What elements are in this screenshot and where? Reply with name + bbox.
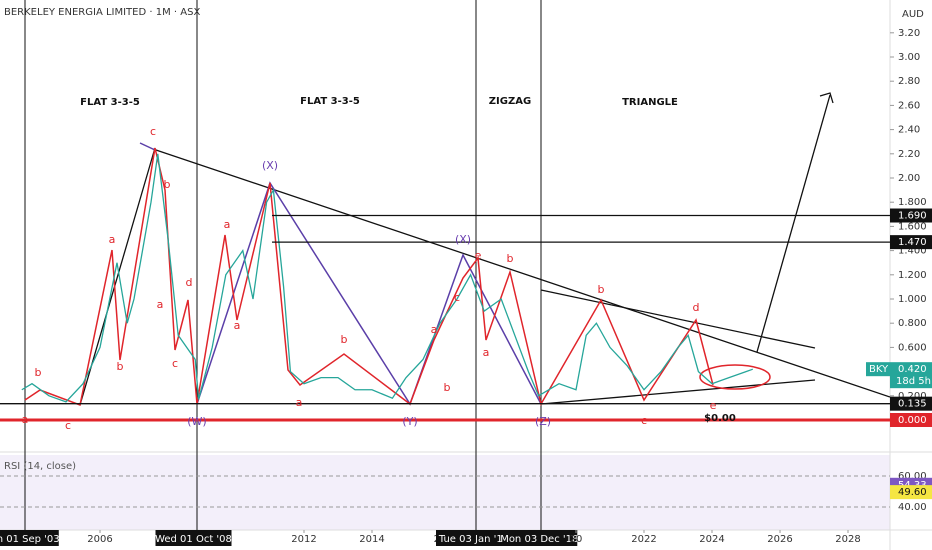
last-symbol: BKY — [869, 364, 889, 375]
price-tick-label: 2.20 — [898, 149, 920, 160]
time-label: 2012 — [291, 534, 316, 545]
wave-label: b — [341, 333, 348, 346]
rsi-tick-label: 60.00 — [898, 471, 927, 482]
price-tick-label: 1.200 — [898, 270, 927, 281]
rsi-ma-box — [890, 485, 932, 500]
time-label: 2014 — [359, 534, 384, 545]
time-box — [0, 530, 59, 546]
price-tick-label: 2.40 — [898, 125, 920, 136]
price-tick-label: 2.80 — [898, 76, 920, 87]
price-tick-label: 0.200 — [898, 391, 927, 402]
wave-label: e — [710, 399, 717, 412]
rsi-ma-label: 49.60 — [898, 487, 927, 498]
level-label: 1.690 — [898, 211, 927, 222]
wave-label: b — [35, 366, 42, 379]
last-box — [890, 362, 932, 389]
price-tick-label: 1.800 — [898, 197, 927, 208]
wave-label: a — [296, 396, 303, 409]
countdown: 18d 5h — [896, 376, 931, 387]
level-label: 1.470 — [898, 237, 927, 248]
wave-label: c — [150, 125, 156, 138]
time-label: 2024 — [699, 534, 724, 545]
price-tick-label: 2.60 — [898, 100, 920, 111]
price-tick-label: 3.20 — [898, 28, 920, 39]
rsi-title: RSI (14, close) — [4, 461, 76, 472]
price-tick-label: 0.600 — [898, 342, 927, 353]
target-note: $0.00 — [704, 413, 736, 424]
time-box — [436, 530, 512, 546]
wave-label: c — [641, 414, 647, 427]
wave-label: b — [507, 252, 514, 265]
price-tick-label: 1.000 — [898, 294, 927, 305]
wave-label: (W) — [187, 415, 206, 428]
wave-label: a — [431, 323, 438, 336]
time-label: Tue 03 Jan '17 — [438, 534, 509, 545]
highlight-ellipse — [699, 364, 771, 390]
currency: AUD — [902, 9, 924, 20]
last-label: 0.420 — [898, 364, 927, 375]
level-box — [890, 235, 932, 250]
price-tick-label: 0.800 — [898, 318, 927, 329]
level-box — [890, 413, 932, 427]
section-title: ZIGZAG — [489, 96, 531, 107]
wave-label: c — [65, 419, 71, 432]
price-tick-label: 3.00 — [898, 52, 920, 63]
wave-label: b — [444, 381, 451, 394]
time-label: 2026 — [767, 534, 792, 545]
time-label: Wed 01 Oct '08 — [155, 534, 232, 545]
wave-label: b — [117, 360, 124, 373]
wave-label: (X) — [262, 159, 278, 172]
wave-label: d — [186, 276, 193, 289]
wave-label: a — [109, 233, 116, 246]
time-label: 20 — [570, 534, 583, 545]
vertical-lines — [24, 0, 542, 530]
wave-label: (Y) — [402, 415, 417, 428]
wave-label: a — [224, 218, 231, 231]
price-line — [21, 153, 754, 403]
wave-label: a — [22, 413, 29, 426]
level-box — [890, 396, 932, 411]
time-label: 2022 — [631, 534, 656, 545]
section-title: FLAT 3-3-5 — [300, 96, 360, 107]
time-label: Mon 03 Dec '18 — [500, 534, 578, 545]
wave-label: (X) — [455, 233, 471, 246]
level-box — [890, 208, 932, 223]
price-tick-label: 1.400 — [898, 246, 927, 257]
level-label: 0.000 — [898, 415, 927, 426]
wave-lines — [24, 147, 714, 407]
wave-label: a — [483, 346, 490, 359]
wave-label: b — [164, 178, 171, 191]
rsi-panel — [0, 455, 890, 530]
wave-label: c — [172, 357, 178, 370]
section-title: FLAT 3-3-5 — [80, 97, 140, 108]
last-symbol-box — [866, 362, 890, 377]
rsi-tick-label: 40.00 — [898, 502, 927, 513]
wave-label: a — [157, 298, 164, 311]
level-label: 0.135 — [898, 399, 927, 410]
wave-label: e — [475, 249, 482, 262]
time-label: 2028 — [835, 534, 860, 545]
wave-label: (Z) — [535, 415, 551, 428]
price-tick-label: 2.00 — [898, 173, 920, 184]
time-label: Mon 01 Sep '03 — [0, 534, 60, 545]
time-box — [155, 530, 232, 546]
section-title: TRIANGLE — [622, 97, 678, 108]
wave-label: a — [234, 319, 241, 332]
time-box — [501, 530, 578, 546]
wave-zigzag — [139, 142, 156, 151]
wave-label: b — [598, 283, 605, 296]
wave-label: d — [693, 301, 700, 314]
price-tick-label: 1.600 — [898, 221, 927, 232]
wave-label: c — [454, 291, 460, 304]
symbol-title: BERKELEY ENERGIA LIMITED · 1M · ASX — [4, 7, 200, 18]
time-label: 2006 — [87, 534, 112, 545]
